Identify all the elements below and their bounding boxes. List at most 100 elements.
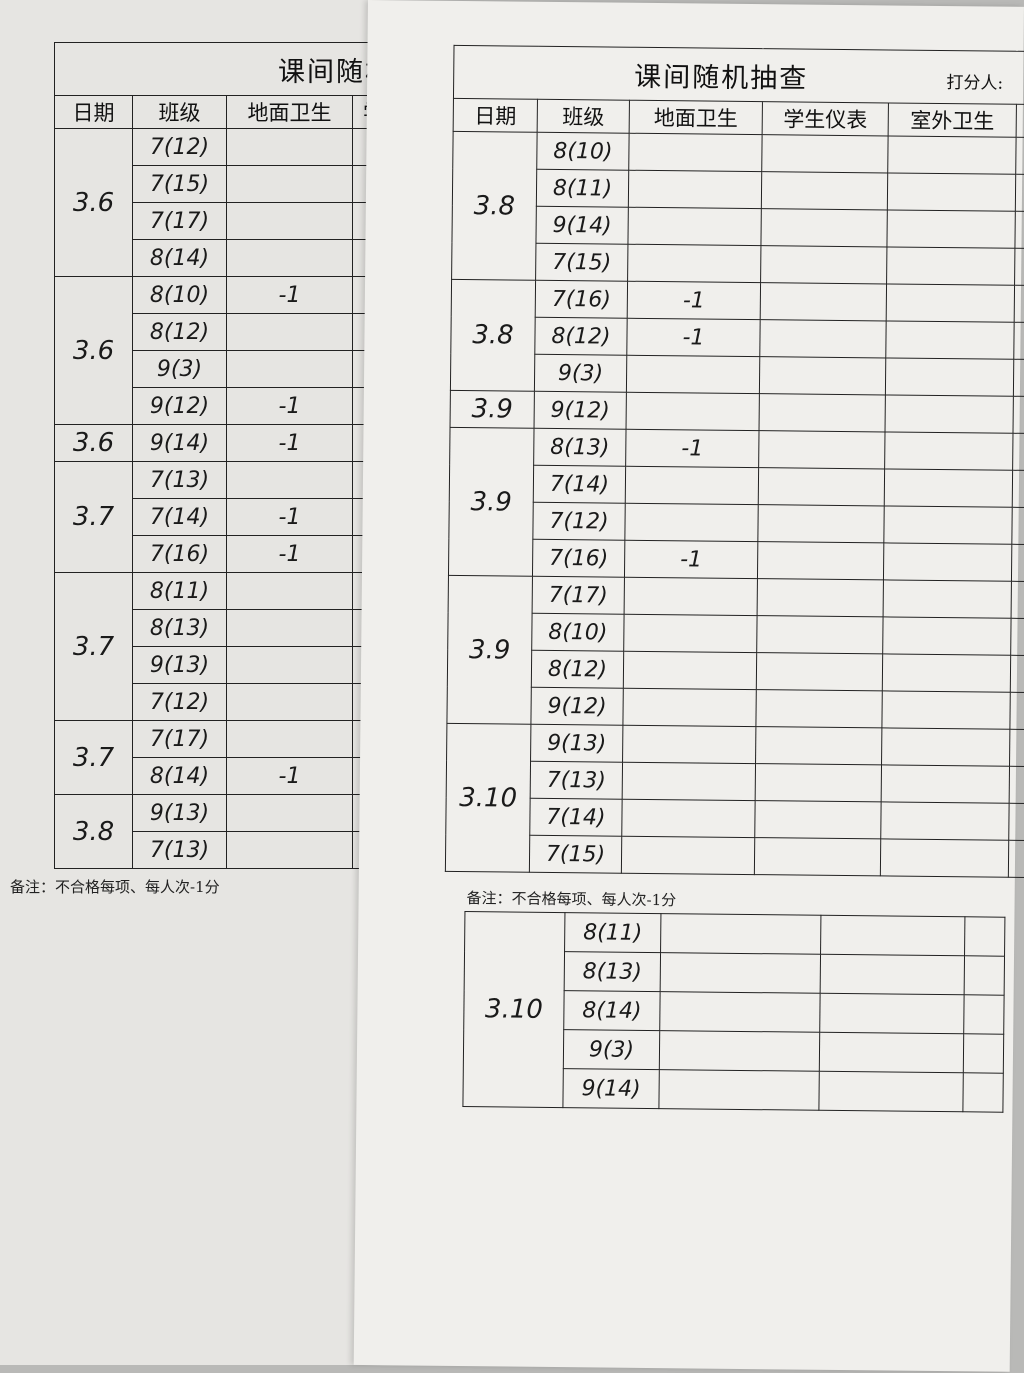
score-cell: [886, 246, 1015, 286]
score-cell: [1009, 729, 1024, 768]
ground-hygiene-cell: [226, 683, 353, 721]
score-cell: [1012, 433, 1024, 472]
score-cell: [963, 1033, 1004, 1074]
class-cell: 7(17): [132, 202, 227, 240]
ground-hygiene-cell: [622, 688, 757, 727]
ground-hygiene-cell: -1: [226, 498, 353, 536]
ground-hygiene-cell: [622, 725, 756, 764]
score-cell: [1013, 322, 1024, 361]
class-cell: 9(14): [132, 424, 227, 462]
ground-hygiene-cell: [226, 720, 353, 758]
score-cell: [660, 952, 821, 994]
class-cell: 7(14): [132, 498, 227, 536]
score-cell: [885, 320, 1015, 360]
score-cell: [758, 467, 885, 506]
score-cell: [1012, 470, 1024, 509]
ground-hygiene-cell: [226, 239, 353, 277]
date-cell: 3.9: [446, 575, 533, 725]
score-cell: [1010, 655, 1024, 694]
ground-hygiene-cell: [226, 831, 353, 869]
class-cell: 7(17): [532, 576, 625, 615]
class-cell: 8(13): [533, 428, 627, 467]
score-cell: [964, 916, 1005, 957]
ground-hygiene-cell: [226, 350, 353, 388]
score-cell: [1009, 692, 1024, 731]
score-cell: [882, 653, 1011, 693]
score-cell: [883, 505, 1013, 545]
ground-hygiene-cell: [627, 244, 761, 283]
class-cell: 7(12): [132, 128, 227, 166]
ground-hygiene-cell: -1: [226, 276, 353, 314]
ground-hygiene-cell: [626, 392, 760, 431]
ground-hygiene-cell: [226, 609, 353, 647]
score-cell: [1014, 211, 1024, 250]
score-cell: [964, 955, 1005, 996]
class-cell: 7(17): [132, 720, 227, 758]
score-cell: [659, 991, 821, 1033]
continuation-table: 3.10 8(11) 8(13) 8(14) 9(3) 9(14): [462, 911, 1005, 1113]
date-cell: 3.8: [450, 279, 536, 392]
class-cell: 8(11): [564, 912, 661, 953]
score-cell: [756, 652, 883, 691]
table-row: 3.6 9(14) -1: [54, 424, 395, 462]
class-cell: 7(15): [132, 165, 227, 203]
ground-hygiene-cell: -1: [625, 429, 760, 468]
class-cell: 9(12): [530, 687, 624, 726]
class-cell: 9(14): [562, 1068, 660, 1109]
score-cell: [757, 578, 884, 617]
class-cell: 8(11): [536, 169, 629, 208]
ground-hygiene-cell: [625, 466, 759, 505]
score-cell: [1014, 248, 1024, 287]
score-cell: [761, 171, 888, 210]
date-cell: 3.9: [450, 390, 535, 429]
class-cell: 7(12): [532, 502, 626, 541]
score-cell: [1008, 840, 1024, 879]
score-cell: [881, 764, 1010, 804]
score-cell: [887, 172, 1016, 212]
table-row: 3.10 8(11): [462, 911, 1005, 1108]
table-row: 3.8 9(13): [54, 794, 395, 869]
ground-hygiene-cell: [226, 128, 353, 166]
left-sheet-title: 课间随机: [54, 42, 395, 96]
score-cell: [963, 994, 1005, 1035]
score-cell: [759, 393, 886, 432]
score-cell: [1010, 618, 1024, 657]
ground-hygiene-cell: -1: [624, 540, 758, 579]
date-cell: 3.7: [54, 572, 133, 721]
table-row: 7(16) -1: [55, 535, 395, 573]
class-cell: 7(16): [132, 535, 227, 573]
score-cell: [1012, 396, 1024, 435]
score-cell: [886, 283, 1015, 323]
table-row: 9(12) -1: [55, 387, 395, 425]
score-cell: [884, 468, 1013, 508]
score-cell: [761, 134, 889, 173]
column-header: 地面卫生: [629, 100, 763, 135]
date-cell: 3.6: [54, 424, 133, 462]
class-cell: 7(13): [530, 761, 623, 800]
scorer-label: 打分人:: [946, 72, 1004, 94]
score-cell: [759, 356, 886, 395]
class-cell: 8(12): [132, 313, 227, 351]
score-cell: [881, 727, 1010, 767]
score-cell: [1013, 359, 1024, 398]
class-cell: 9(3): [563, 1029, 660, 1070]
score-cell: [659, 1030, 820, 1072]
date-cell: 3.8: [451, 131, 538, 281]
right-inspection-table: 课间随机抽查 打分人: 日期 班级 地面卫生 学生仪表 室外卫生 3.8 8(10) 8(1…: [445, 45, 1024, 879]
ground-hygiene-cell: -1: [226, 757, 353, 795]
score-cell: [1011, 544, 1024, 583]
score-cell: [1008, 803, 1024, 842]
column-header: 学生仪表: [762, 101, 889, 136]
ground-hygiene-cell: -1: [226, 387, 353, 425]
score-cell: [880, 838, 1009, 878]
ground-hygiene-cell: [226, 165, 353, 203]
column-header-empty: [1016, 104, 1024, 139]
class-cell: 8(13): [564, 951, 661, 992]
class-cell: 8(14): [563, 990, 661, 1031]
ground-hygiene-cell: [226, 461, 353, 499]
class-cell: 9(12): [534, 391, 627, 430]
date-cell: 3.9: [448, 427, 535, 577]
score-cell: [881, 690, 1011, 730]
score-cell: [755, 689, 883, 728]
